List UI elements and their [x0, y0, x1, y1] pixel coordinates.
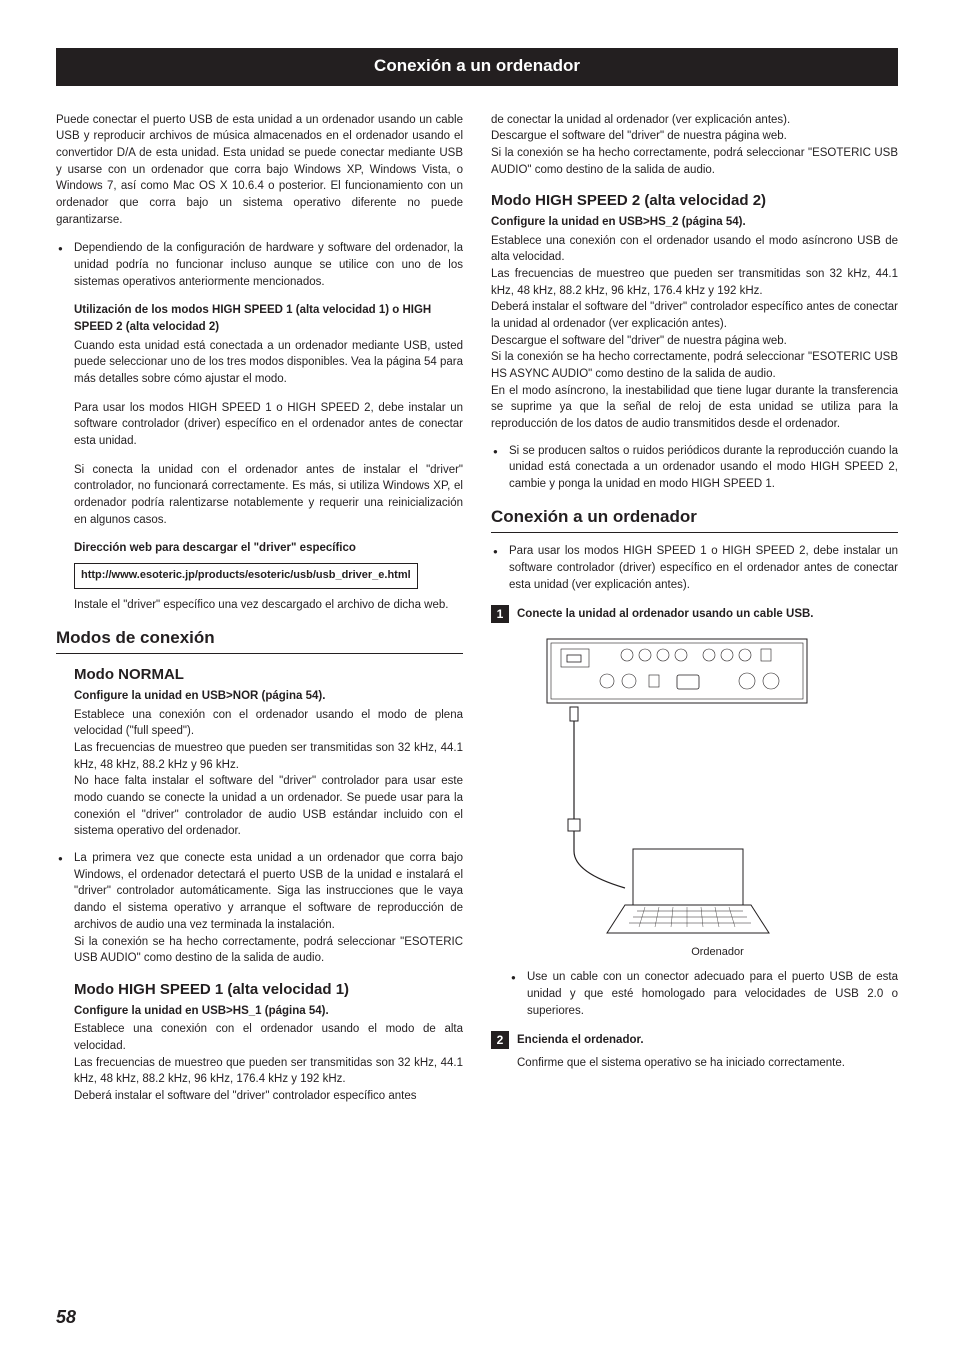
cont2: Descargue el software del "driver" de nu…	[491, 130, 787, 142]
bullet-cable: Use un cable con un conector adecuado pa…	[509, 969, 898, 1019]
hs2-p5: Si la conexión se ha hecho correctamente…	[491, 351, 898, 380]
url-after: Instale el "driver" específico una vez d…	[74, 597, 463, 614]
right-column: de conectar la unidad al ordenador (ver …	[491, 112, 898, 1115]
left-column: Puede conectar el puerto USB de esta uni…	[56, 112, 463, 1115]
normal-h3: Modo NORMAL	[74, 664, 463, 686]
url-box: http://www.esoteric.jp/products/esoteric…	[74, 563, 418, 589]
normal-body: Establece una conexión con el ordenador …	[74, 707, 463, 840]
hs2-p4: Descargue el software del "driver" de nu…	[491, 335, 787, 347]
hs2-p2: Las frecuencias de muestreo que pueden s…	[491, 268, 898, 297]
bullet-skip: Si se producen saltos o ruidos periódico…	[491, 443, 898, 493]
h2-modos: Modos de conexión	[56, 626, 463, 655]
hs2-h3: Modo HIGH SPEED 2 (alta velocidad 2)	[491, 190, 898, 212]
bullet-depend: Dependiendo de la configuración de hardw…	[56, 240, 463, 290]
bullet-list-first: La primera vez que conecte esta unidad a…	[56, 850, 463, 967]
hs2-p3: Deberá instalar el software del "driver"…	[491, 301, 898, 330]
step-2: 2 Encienda el ordenador.	[491, 1031, 898, 1049]
cont3: Si la conexión se ha hecho correctamente…	[491, 147, 898, 176]
step-1: 1 Conecte la unidad al ordenador usando …	[491, 605, 898, 623]
bullet-list-driver: Para usar los modos HIGH SPEED 1 o HIGH …	[491, 543, 898, 593]
hs2-sub: Configure la unidad en USB>HS_2 (página …	[491, 214, 898, 231]
bullet-list-cable: Use un cable con un conector adecuado pa…	[509, 969, 898, 1019]
hs-title: Utilización de los modos HIGH SPEED 1 (a…	[74, 302, 463, 335]
intro-para: Puede conectar el puerto USB de esta uni…	[56, 112, 463, 229]
figure-svg	[537, 633, 817, 943]
step-2-label: Encienda el ordenador.	[517, 1031, 644, 1049]
bullet-list-skip: Si se producen saltos o ruidos periódico…	[491, 443, 898, 493]
figure-caption: Ordenador	[537, 945, 898, 961]
hs1-p3: Deberá instalar el software del "driver"…	[74, 1090, 416, 1102]
hs2-p1: Establece una conexión con el ordenador …	[491, 235, 898, 264]
bullet-list: Dependiendo de la configuración de hardw…	[56, 240, 463, 290]
hs-p2: Para usar los modos HIGH SPEED 1 o HIGH …	[74, 400, 463, 450]
connection-figure: Ordenador	[537, 633, 898, 961]
normal-p2: Las frecuencias de muestreo que pueden s…	[74, 742, 463, 771]
hs1-h3: Modo HIGH SPEED 1 (alta velocidad 1)	[74, 979, 463, 1001]
bullet-driver: Para usar los modos HIGH SPEED 1 o HIGH …	[491, 543, 898, 593]
cont1: de conectar la unidad al ordenador (ver …	[491, 114, 790, 126]
bullet-first-text: La primera vez que conecte esta unidad a…	[74, 852, 463, 931]
columns: Puede conectar el puerto USB de esta uni…	[56, 112, 898, 1115]
banner-title: Conexión a un ordenador	[56, 48, 898, 86]
step-2-num: 2	[491, 1031, 509, 1049]
bullet-first-after: Si la conexión se ha hecho correctamente…	[74, 936, 463, 965]
hs2-body: Establece una conexión con el ordenador …	[491, 233, 898, 433]
bullet-first: La primera vez que conecte esta unidad a…	[56, 850, 463, 967]
cont-body: de conectar la unidad al ordenador (ver …	[491, 112, 898, 179]
hs1-sub: Configure la unidad en USB>HS_1 (página …	[74, 1003, 463, 1020]
h2-conex: Conexión a un ordenador	[491, 505, 898, 534]
normal-p3: No hace falta instalar el software del "…	[74, 775, 463, 837]
hs-block: Utilización de los modos HIGH SPEED 1 (a…	[56, 302, 463, 613]
url-label: Dirección web para descargar el "driver"…	[74, 540, 463, 557]
hs-p3: Si conecta la unidad con el ordenador an…	[74, 462, 463, 529]
hs-p1: Cuando esta unidad está conectada a un o…	[74, 338, 463, 388]
page-number: 58	[56, 1304, 76, 1330]
step-2-body: Confirme que el sistema operativo se ha …	[517, 1055, 898, 1072]
normal-sub: Configure la unidad en USB>NOR (página 5…	[74, 688, 463, 705]
normal-p1: Establece una conexión con el ordenador …	[74, 709, 463, 738]
hs2-p6: En el modo asíncrono, la inestabilidad q…	[491, 385, 898, 430]
hs1-body: Establece una conexión con el ordenador …	[74, 1021, 463, 1104]
step-1-num: 1	[491, 605, 509, 623]
hs1-p2: Las frecuencias de muestreo que pueden s…	[74, 1057, 463, 1086]
step-1-label: Conecte la unidad al ordenador usando un…	[517, 605, 814, 623]
hs1-p1: Establece una conexión con el ordenador …	[74, 1023, 463, 1052]
